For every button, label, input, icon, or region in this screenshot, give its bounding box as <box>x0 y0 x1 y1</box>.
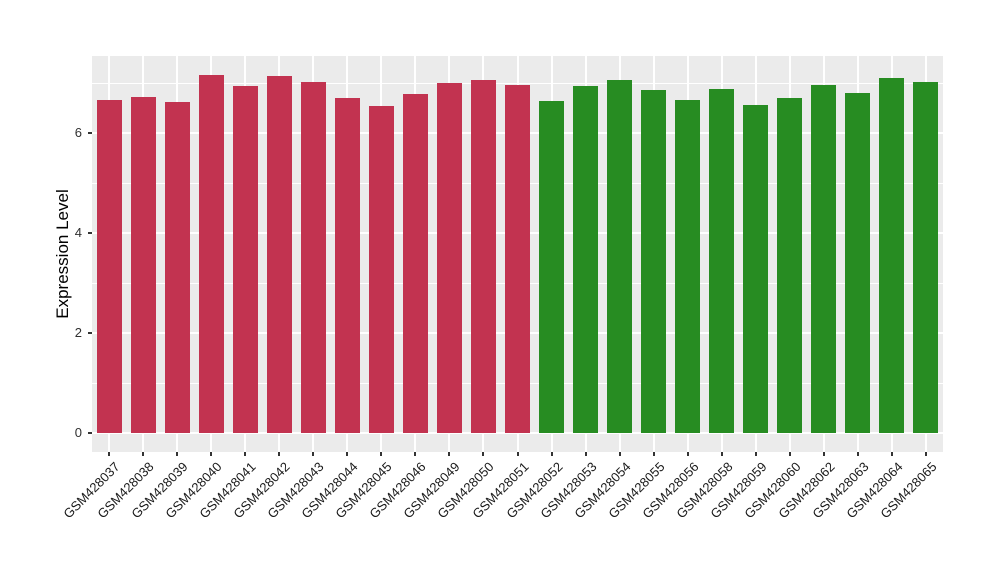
bar <box>777 97 803 433</box>
x-tick <box>210 452 213 456</box>
x-tick <box>754 452 757 456</box>
bar <box>368 105 394 433</box>
x-tick <box>516 452 519 456</box>
gridline-y-major <box>92 432 943 434</box>
bar <box>913 82 939 433</box>
y-tick <box>88 132 92 134</box>
y-tick-label: 0 <box>74 425 82 440</box>
x-tick <box>108 452 111 456</box>
bar <box>607 80 633 433</box>
y-tick <box>88 332 92 334</box>
bar <box>470 80 496 433</box>
x-tick <box>720 452 723 456</box>
bar <box>300 81 326 433</box>
bar <box>436 82 462 433</box>
bar <box>232 85 258 433</box>
x-tick <box>550 452 553 456</box>
y-tick <box>88 232 92 234</box>
bar <box>709 89 735 433</box>
x-tick <box>856 452 859 456</box>
bar <box>402 94 428 433</box>
x-tick <box>448 452 451 456</box>
x-tick <box>652 452 655 456</box>
x-tick <box>244 452 247 456</box>
x-tick <box>414 452 417 456</box>
bar <box>539 101 565 433</box>
x-tick <box>346 452 349 456</box>
bar <box>96 100 122 433</box>
bar <box>573 85 599 433</box>
bar <box>811 84 837 433</box>
bar <box>505 84 530 433</box>
plot-panel <box>92 56 943 452</box>
bar <box>641 90 667 433</box>
y-tick-label: 6 <box>74 125 82 140</box>
y-tick-label: 4 <box>74 225 82 240</box>
x-tick <box>686 452 689 456</box>
y-tick-label: 2 <box>74 325 82 340</box>
x-tick <box>278 452 281 456</box>
x-tick <box>618 452 621 456</box>
y-axis-title: Expression Level <box>53 189 72 319</box>
bar <box>164 102 190 433</box>
x-tick <box>312 452 315 456</box>
bar <box>675 100 701 433</box>
bar <box>334 98 360 433</box>
x-tick <box>890 452 893 456</box>
y-tick <box>88 432 92 434</box>
x-tick <box>788 452 791 456</box>
gridline-y-minor <box>92 83 943 84</box>
x-tick <box>482 452 485 456</box>
x-tick <box>822 452 825 456</box>
x-tick <box>142 452 145 456</box>
x-tick <box>176 452 179 456</box>
bar <box>266 75 292 433</box>
bar <box>198 74 224 433</box>
x-tick <box>584 452 587 456</box>
x-tick <box>924 452 927 456</box>
bar <box>743 105 769 433</box>
bar <box>130 96 156 433</box>
bar <box>879 77 905 433</box>
x-tick <box>380 452 383 456</box>
bar <box>845 93 871 433</box>
